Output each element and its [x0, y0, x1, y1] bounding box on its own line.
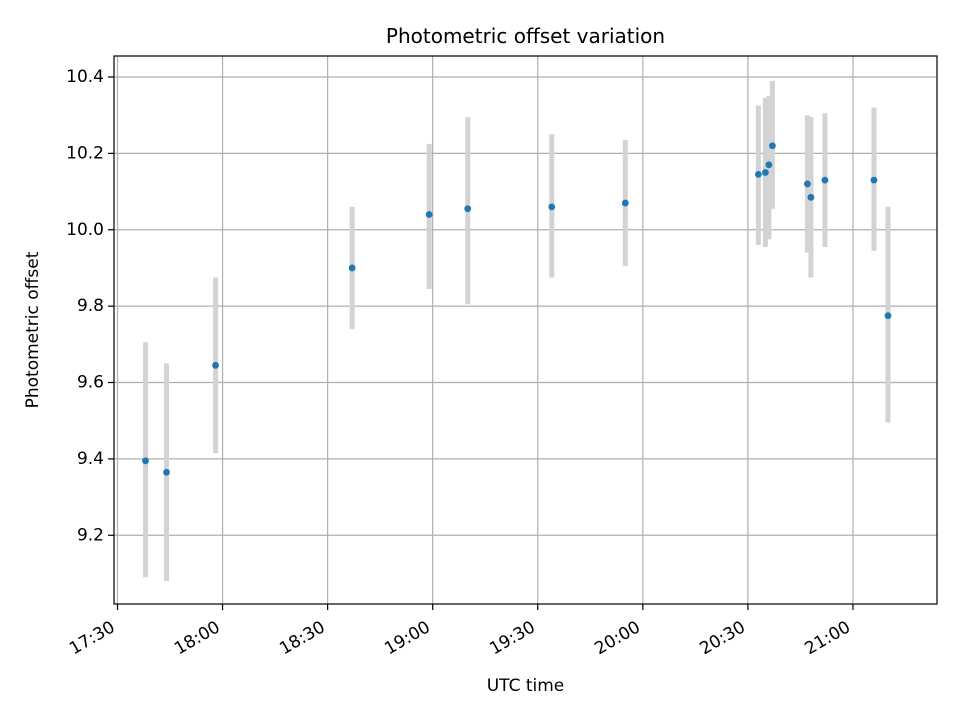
data-point	[548, 203, 556, 211]
data-point	[884, 312, 892, 320]
data-point	[621, 199, 629, 207]
y-tick-label: 10.4	[66, 67, 104, 87]
data-point	[754, 170, 762, 178]
y-axis-label: Photometric offset	[23, 251, 43, 408]
y-tick-label: 9.2	[77, 525, 104, 545]
data-point	[769, 142, 776, 150]
data-point	[464, 205, 472, 213]
data-point	[870, 176, 878, 184]
data-point	[348, 264, 356, 272]
data-point	[765, 161, 773, 169]
data-point	[142, 457, 149, 465]
data-point	[804, 180, 811, 188]
y-tick-label: 10.0	[66, 220, 104, 240]
data-point	[807, 193, 815, 201]
point-layer	[142, 142, 892, 476]
data-point	[212, 361, 219, 369]
y-tick-label: 9.4	[77, 449, 104, 469]
x-axis-label: UTC time	[487, 676, 565, 696]
data-point	[163, 468, 170, 476]
data-point	[425, 211, 433, 218]
data-point	[821, 176, 829, 184]
grid-layer	[114, 56, 937, 604]
axes-frame	[113, 55, 938, 605]
y-tick-label: 9.6	[77, 373, 104, 393]
y-tick-label: 9.8	[77, 296, 104, 316]
data-point	[761, 169, 769, 176]
chart-title: Photometric offset variation	[386, 24, 665, 48]
y-tick-label: 10.2	[66, 143, 104, 163]
